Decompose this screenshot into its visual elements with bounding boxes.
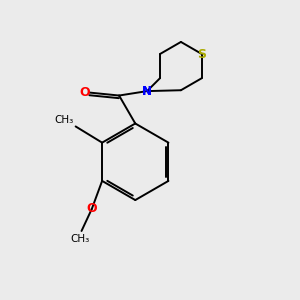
- Text: O: O: [79, 86, 90, 99]
- Text: O: O: [86, 202, 97, 215]
- Text: CH₃: CH₃: [70, 234, 90, 244]
- Text: N: N: [142, 85, 152, 98]
- Text: CH₃: CH₃: [54, 115, 73, 125]
- Text: N: N: [142, 85, 152, 98]
- Text: S: S: [197, 47, 206, 61]
